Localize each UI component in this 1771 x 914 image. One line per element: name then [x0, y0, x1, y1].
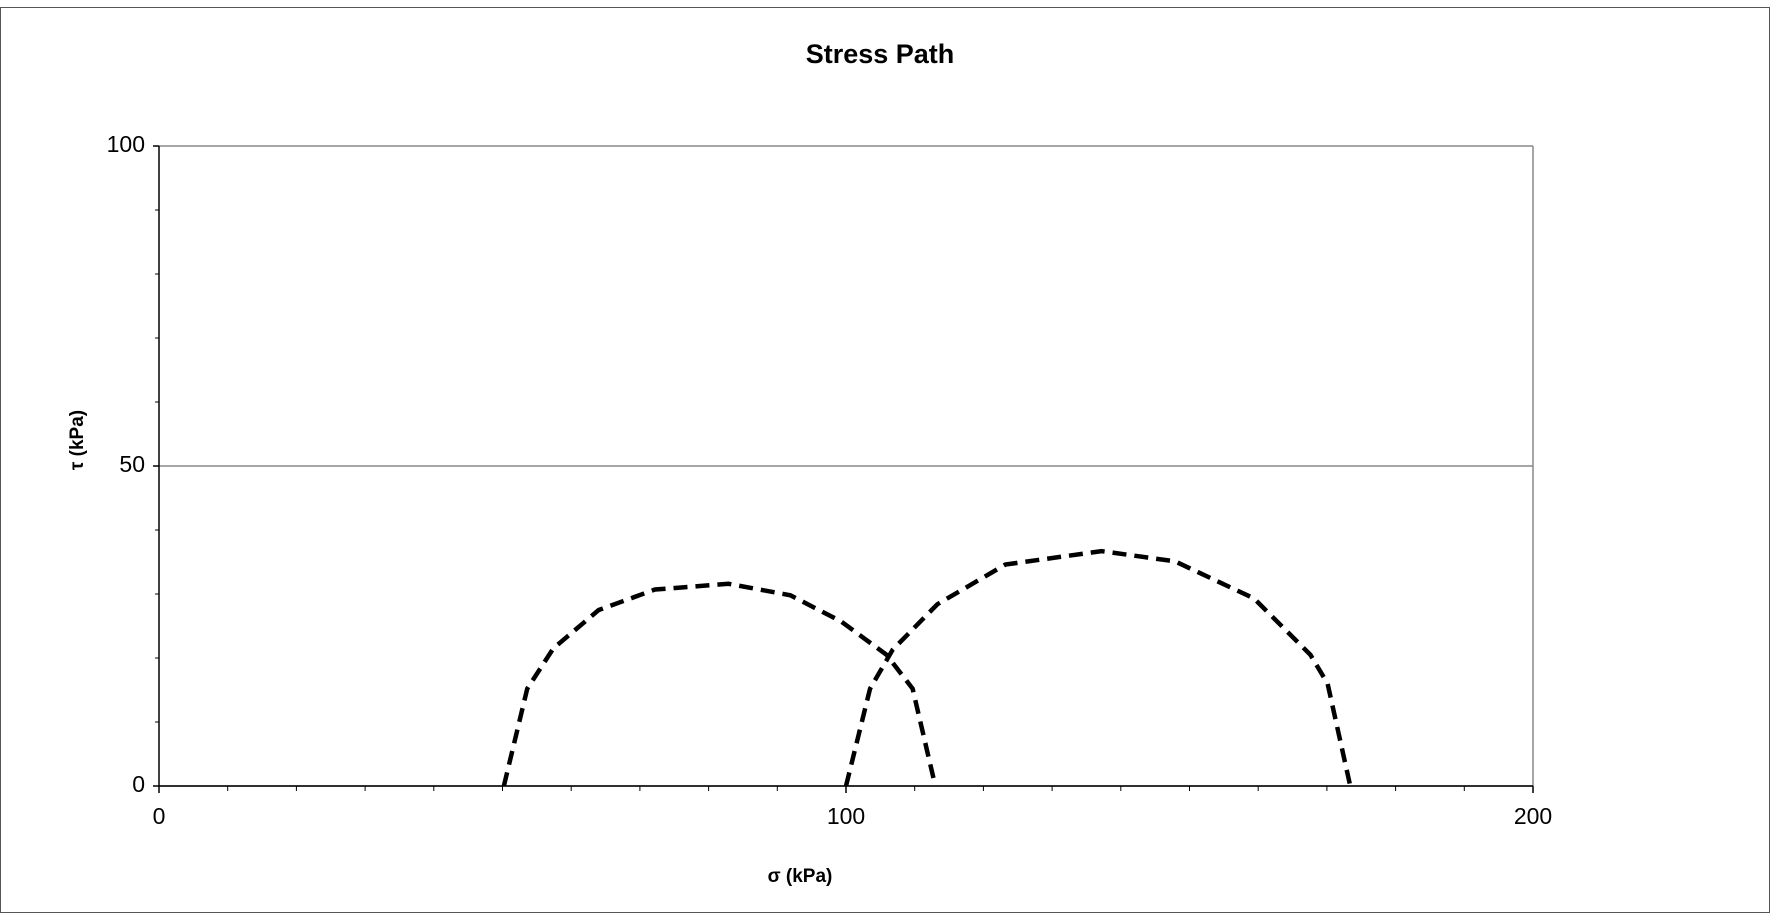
y-tick-label: 50	[119, 451, 145, 477]
x-tick-label: 100	[827, 803, 865, 829]
x-axis-label: σ (kPa)	[768, 866, 833, 887]
y-tick-label: 100	[107, 131, 145, 157]
chart-frame	[0, 7, 1770, 913]
y-axis-label: τ (kPa)	[67, 410, 88, 470]
stress-path-line	[501, 581, 938, 787]
stress-path-line	[843, 548, 1353, 787]
x-tick-label: 200	[1514, 803, 1552, 829]
y-tick-label: 0	[132, 771, 145, 797]
chart-title: Stress Path	[806, 39, 955, 69]
x-tick-label: 0	[153, 803, 166, 829]
